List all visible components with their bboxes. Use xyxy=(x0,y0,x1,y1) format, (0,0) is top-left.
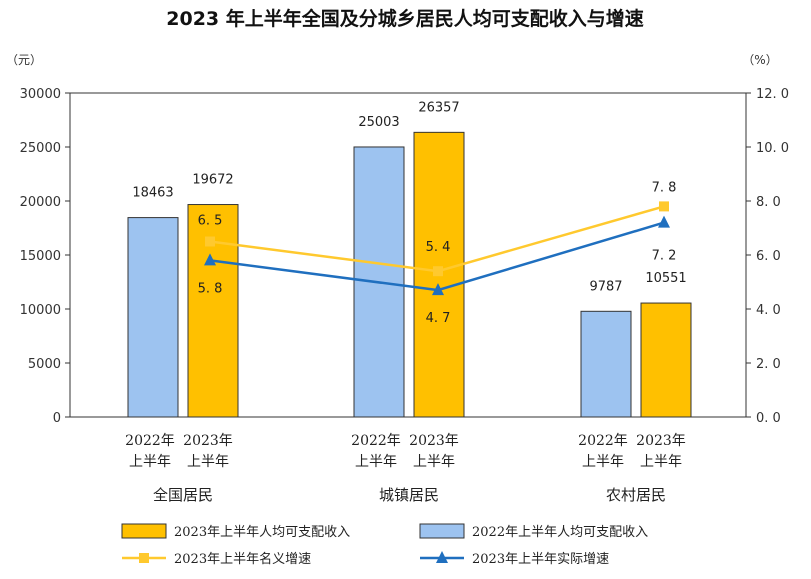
legend-triangle-marker xyxy=(436,551,448,563)
triangle-marker xyxy=(204,253,216,266)
line-value-label: 6. 5 xyxy=(198,214,223,229)
legend-label: 2022年上半年人均可支配收入 xyxy=(472,525,648,540)
bar-year-label: 2022年 xyxy=(351,433,401,449)
square-marker xyxy=(659,201,669,212)
right-tick-label: 8. 0 xyxy=(756,195,781,210)
category-label: 农村居民 xyxy=(606,486,666,504)
line-value-label: 5. 4 xyxy=(426,240,451,255)
right-tick-label: 6. 0 xyxy=(756,249,781,264)
bar-2022 xyxy=(127,217,179,418)
legend-swatch-bar xyxy=(419,523,465,539)
legend-label: 2023年上半年实际增速 xyxy=(472,552,609,567)
line-value-label: 4. 7 xyxy=(426,311,451,326)
right-tick-label: 2. 0 xyxy=(756,357,781,372)
bar-value-label: 19672 xyxy=(192,173,233,188)
bar-period-label: 上半年 xyxy=(187,454,229,470)
left-tick-label: 5000 xyxy=(28,357,61,372)
legend-label: 2023年上半年人均可支配收入 xyxy=(174,525,350,540)
right-tick-label: 12. 0 xyxy=(756,87,789,102)
bar-year-label: 2023年 xyxy=(409,433,459,449)
bar-period-label: 上半年 xyxy=(129,454,171,470)
line-value-label: 7. 2 xyxy=(652,249,677,264)
legend-label: 2023年上半年名义增速 xyxy=(174,551,311,567)
right-tick-label: 10. 0 xyxy=(756,141,789,156)
bar-value-label: 18463 xyxy=(132,186,173,201)
bar-value-label: 9787 xyxy=(589,279,622,294)
triangle-marker xyxy=(658,215,670,228)
bar-2022 xyxy=(580,310,632,418)
category-label: 城镇居民 xyxy=(379,486,439,504)
right-tick-label: 0. 0 xyxy=(756,411,781,426)
triangle-marker xyxy=(432,283,444,296)
bar-year-label: 2023年 xyxy=(183,433,233,449)
right-axis-unit: （%） xyxy=(742,53,777,67)
bar-value-label: 26357 xyxy=(418,100,459,115)
bar-value-label: 10551 xyxy=(645,271,686,286)
bar-period-label: 上半年 xyxy=(413,454,455,470)
left-tick-label: 20000 xyxy=(20,195,61,210)
bar-period-label: 上半年 xyxy=(582,454,624,470)
left-tick-label: 25000 xyxy=(20,141,61,156)
square-marker xyxy=(433,266,443,277)
category-label: 全国居民 xyxy=(153,486,213,504)
right-tick-label: 4. 0 xyxy=(756,303,781,318)
legend-square-marker xyxy=(139,553,149,563)
line-value-label: 7. 8 xyxy=(652,180,677,195)
bar-value-label: 25003 xyxy=(358,115,399,130)
bar-year-label: 2022年 xyxy=(578,433,628,449)
chart-title: 2023 年上半年全国及分城乡居民人均可支配收入与增速 xyxy=(166,7,644,30)
left-tick-label: 0 xyxy=(53,411,61,426)
legend-swatch-bar xyxy=(121,523,167,539)
bar-period-label: 上半年 xyxy=(640,454,682,470)
line-value-label: 5. 8 xyxy=(198,281,223,296)
left-tick-label: 30000 xyxy=(20,87,61,102)
square-marker xyxy=(205,236,215,247)
bar-2023 xyxy=(640,302,692,418)
bar-period-label: 上半年 xyxy=(355,454,397,470)
left-tick-label: 10000 xyxy=(20,303,61,318)
bar-2023 xyxy=(187,204,239,418)
bar-year-label: 2023年 xyxy=(636,433,686,449)
left-tick-label: 15000 xyxy=(20,249,61,264)
left-axis-unit: （元） xyxy=(6,53,42,67)
bar-year-label: 2022年 xyxy=(125,433,175,449)
